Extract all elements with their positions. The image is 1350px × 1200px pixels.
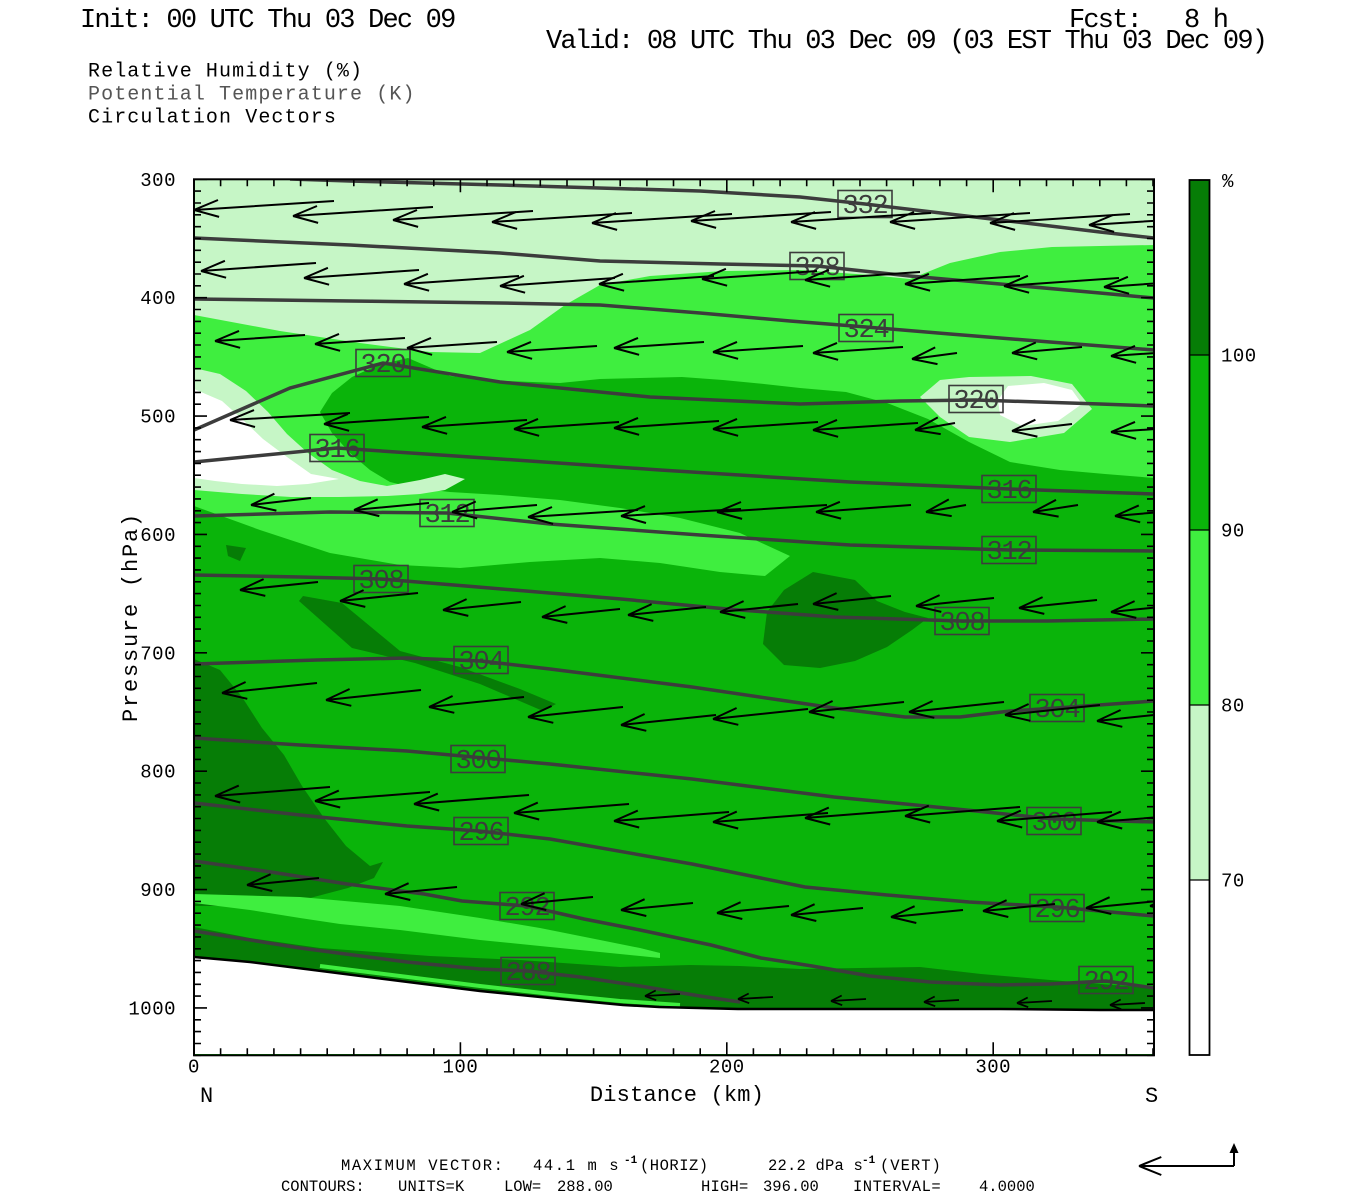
- svg-text:292: 292: [1083, 968, 1128, 998]
- svg-text:200: 200: [709, 1057, 745, 1079]
- svg-text:70: 70: [1221, 871, 1245, 893]
- svg-text:8 h: 8 h: [1184, 6, 1227, 36]
- svg-text:80: 80: [1221, 696, 1245, 718]
- svg-text:Init: 00 UTC Thu 03 Dec 09: Init: 00 UTC Thu 03 Dec 09: [80, 6, 455, 36]
- svg-text:600: 600: [140, 525, 176, 547]
- svg-text:800: 800: [140, 762, 176, 784]
- svg-text:304: 304: [458, 648, 503, 678]
- svg-text:Valid: 08 UTC Thu 03 Dec 09 (0: Valid: 08 UTC Thu 03 Dec 09 (03 EST Thu …: [546, 27, 1266, 57]
- svg-text:Relative Humidity (%): Relative Humidity (%): [88, 61, 363, 84]
- svg-text:500: 500: [140, 407, 176, 429]
- svg-text:(VERT): (VERT): [880, 1157, 942, 1175]
- svg-text:44.1 m s: 44.1 m s: [533, 1157, 620, 1175]
- svg-text:320: 320: [953, 387, 998, 417]
- svg-text:300: 300: [455, 747, 500, 777]
- svg-text:316: 316: [314, 436, 359, 466]
- svg-text:Fcst:: Fcst:: [1069, 6, 1141, 36]
- svg-text:288: 288: [505, 959, 550, 989]
- svg-text:-1: -1: [862, 1155, 876, 1167]
- svg-text:300: 300: [975, 1057, 1011, 1079]
- svg-text:316: 316: [986, 477, 1031, 507]
- svg-text:Potential Temperature (K): Potential Temperature (K): [88, 84, 416, 107]
- svg-text:MAXIMUM VECTOR:: MAXIMUM VECTOR:: [341, 1157, 505, 1175]
- svg-text:-1: -1: [624, 1155, 638, 1167]
- svg-text:Distance (km): Distance (km): [590, 1083, 764, 1108]
- svg-text:0: 0: [188, 1057, 200, 1079]
- svg-text:308: 308: [939, 609, 984, 639]
- svg-text:324: 324: [843, 316, 888, 346]
- svg-text:900: 900: [140, 880, 176, 902]
- svg-text:312: 312: [986, 538, 1031, 568]
- svg-text:100: 100: [443, 1057, 479, 1079]
- svg-text:312: 312: [424, 501, 469, 531]
- svg-text:296: 296: [458, 819, 503, 849]
- svg-text:CONTOURS:: CONTOURS:: [281, 1178, 365, 1196]
- svg-text:700: 700: [140, 643, 176, 665]
- svg-text:INTERVAL=: INTERVAL=: [853, 1178, 941, 1196]
- svg-text:UNITS=K: UNITS=K: [398, 1178, 465, 1196]
- svg-text:22.2 dPa s: 22.2 dPa s: [768, 1157, 863, 1175]
- svg-text:100: 100: [1221, 346, 1257, 368]
- svg-text:(HORIZ): (HORIZ): [640, 1157, 709, 1175]
- svg-text:400: 400: [140, 288, 176, 310]
- svg-text:288.00: 288.00: [557, 1178, 613, 1196]
- svg-text:308: 308: [358, 567, 403, 597]
- svg-text:N: N: [200, 1084, 213, 1109]
- svg-text:296: 296: [1034, 896, 1079, 926]
- svg-text:90: 90: [1221, 521, 1245, 543]
- svg-text:396.00: 396.00: [763, 1178, 819, 1196]
- svg-text:HIGH=: HIGH=: [701, 1178, 749, 1196]
- svg-text:320: 320: [360, 351, 405, 381]
- svg-text:1000: 1000: [128, 998, 176, 1020]
- svg-text:4.0000: 4.0000: [979, 1178, 1035, 1196]
- svg-text:Circulation Vectors: Circulation Vectors: [88, 107, 337, 130]
- svg-text:%: %: [1222, 171, 1234, 193]
- svg-text:S: S: [1145, 1084, 1158, 1109]
- svg-text:LOW=: LOW=: [504, 1178, 541, 1196]
- svg-text:Pressure (hPa): Pressure (hPa): [119, 512, 144, 722]
- svg-text:300: 300: [140, 170, 176, 192]
- svg-text:300: 300: [1031, 809, 1076, 839]
